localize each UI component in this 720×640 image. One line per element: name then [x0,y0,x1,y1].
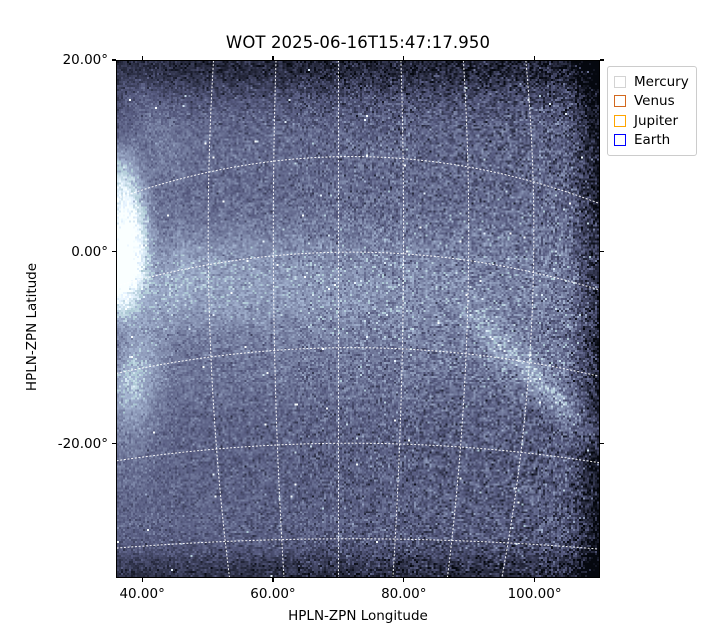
y-axis-label: HPLN-ZPN Latitude [24,262,40,392]
x-tick-mark [403,56,405,60]
y-tick-label: 0.00° [71,243,108,260]
x-tick-mark [533,578,536,582]
x-tick-mark [403,578,405,582]
x-tick-label: 100.00° [507,586,562,602]
y-tick-mark [112,251,116,253]
x-tick-mark [141,56,143,60]
x-tick-label: 80.00° [381,586,427,602]
y-tick-mark [600,59,604,61]
x-tick-mark [272,56,274,60]
legend-label: Mercury [634,73,689,90]
y-tick-mark [600,251,604,253]
legend-item-mercury[interactable]: Mercury [614,72,689,92]
legend-label: Venus [634,93,675,110]
image-pixels [117,61,599,577]
legend-swatch-venus [614,95,626,108]
x-axis-label: HPLN-ZPN Longitude [288,608,428,624]
x-tick-label: 40.00° [119,586,165,602]
y-tick-label: 20.00° [62,52,108,68]
x-tick-mark [533,56,536,60]
legend-item-jupiter[interactable]: Jupiter [614,111,689,131]
coronagraph-image [117,61,599,577]
legend-label: Jupiter [634,112,679,129]
y-tick-mark [600,443,604,445]
legend-item-earth[interactable]: Earth [614,131,689,151]
legend-item-venus[interactable]: Venus [614,92,689,112]
legend[interactable]: Mercury Venus Jupiter Earth [607,66,697,156]
legend-swatch-jupiter [614,114,626,127]
page-title: WOT 2025-06-16T15:47:17.950 [225,33,491,52]
legend-label: Earth [634,132,671,149]
x-tick-mark [141,578,143,582]
plot-axes[interactable] [116,60,600,578]
y-tick-mark [112,59,116,61]
x-tick-label: 60.00° [250,586,296,602]
x-tick-mark [272,578,274,582]
y-tick-mark [112,443,116,445]
legend-swatch-mercury [614,75,626,88]
legend-swatch-earth [614,134,626,147]
y-tick-label: -20.00° [57,435,108,452]
